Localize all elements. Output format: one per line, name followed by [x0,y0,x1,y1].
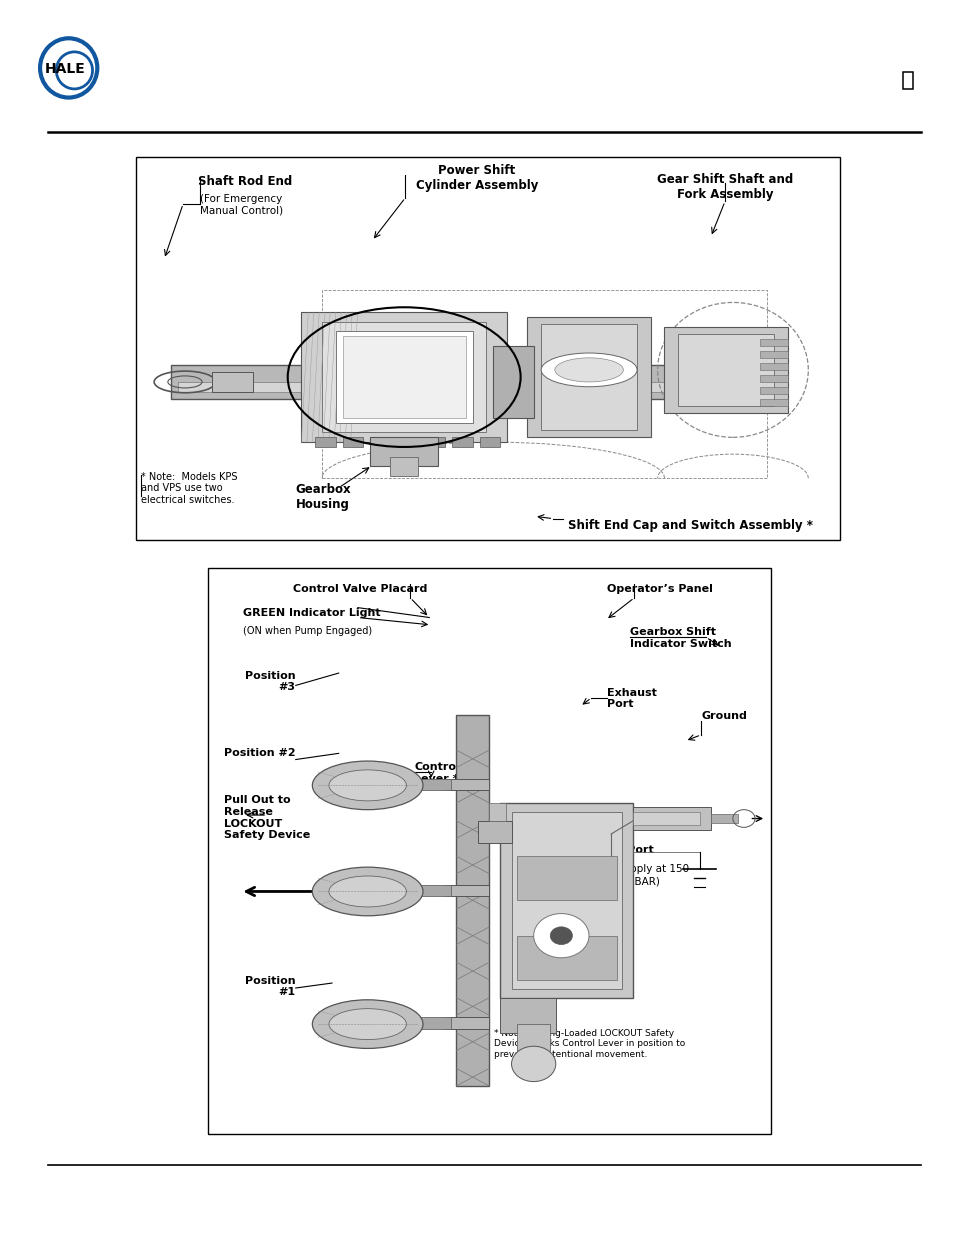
Bar [902,72,912,89]
Text: Position #2: Position #2 [224,748,295,758]
Text: (ON when Pump Engaged): (ON when Pump Engaged) [243,626,372,636]
Text: (For Emergency
Manual Control): (For Emergency Manual Control) [200,194,283,215]
Text: Exhaust
Port: Exhaust Port [606,688,656,709]
Text: Gear Shift Shaft and
Fork Assembly: Gear Shift Shaft and Fork Assembly [657,173,792,201]
Text: Gearbox
Housing: Gearbox Housing [295,483,351,511]
Text: Position
#1: Position #1 [245,976,295,997]
Text: Inlet Port: Inlet Port [595,845,654,855]
Text: Ground: Ground [700,711,746,721]
Text: GREEN Indicator Light: GREEN Indicator Light [243,608,380,618]
Text: Control Valve Placard: Control Valve Placard [293,584,427,594]
Text: Position
#3: Position #3 [245,671,295,692]
Text: Shift End Cap and Switch Assembly *: Shift End Cap and Switch Assembly * [567,519,812,532]
Text: * Note:  Models KPS
and VPS use two
electrical switches.: * Note: Models KPS and VPS use two elect… [141,472,237,505]
Text: (Air Supply at 150
PSI (10 BAR): (Air Supply at 150 PSI (10 BAR) [595,864,689,885]
Text: * Note:  Spring-Loaded LOCKOUT Safety
Device - Locks Control Lever in position t: * Note: Spring-Loaded LOCKOUT Safety Dev… [494,1029,684,1058]
Text: HALE: HALE [45,62,85,77]
Bar [136,157,840,540]
Bar [208,568,770,1134]
Text: Pull Out to
Release
LOCKOUT
Safety Device: Pull Out to Release LOCKOUT Safety Devic… [224,795,310,840]
Text: Operator’s Panel: Operator’s Panel [606,584,712,594]
Text: Gearbox Shift
Indicator Switch: Gearbox Shift Indicator Switch [629,627,731,648]
Text: Power Shift
Cylinder Assembly: Power Shift Cylinder Assembly [416,164,537,193]
Text: Shaft Rod End: Shaft Rod End [198,175,293,189]
Text: Control
Lever *: Control Lever * [414,762,459,783]
